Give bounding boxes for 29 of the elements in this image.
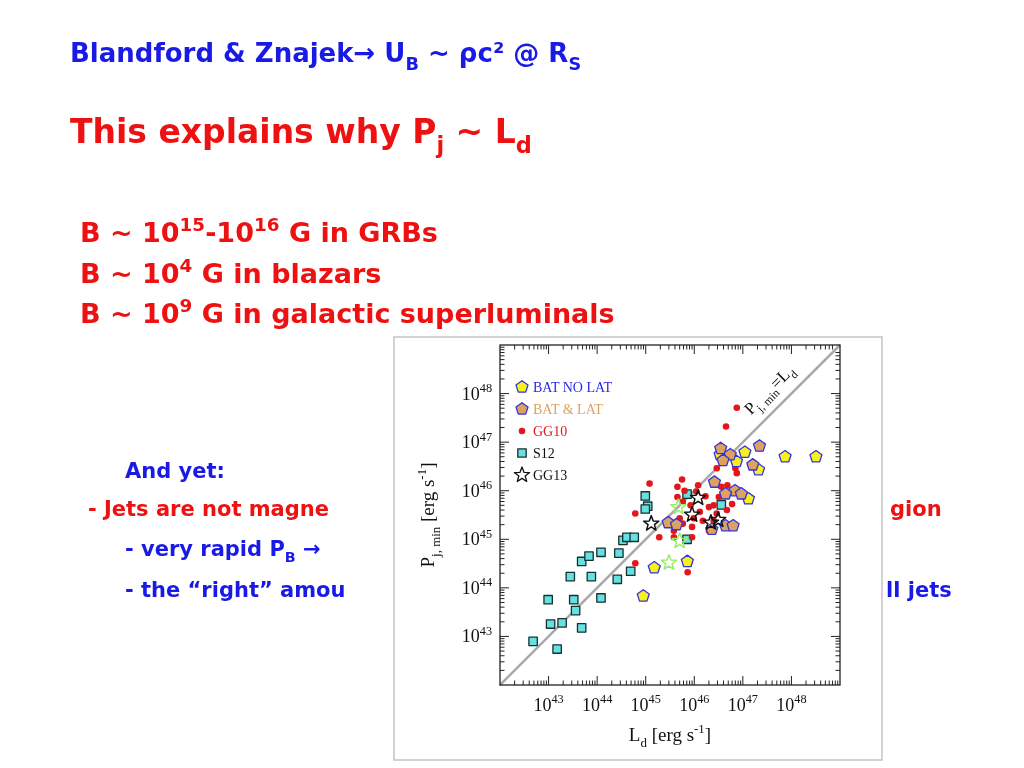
x-tick-label: 10$^{47}$	[727, 692, 758, 715]
legend-label: S12	[533, 446, 555, 461]
x-tick-label: 10$^{46}$	[679, 692, 710, 715]
y-tick-label: 10$^{43}$	[461, 623, 492, 647]
legend-label: GG10	[533, 424, 568, 439]
chart-subtitle: This explains why P$_{j}$ ~ L$_{d}$	[70, 112, 532, 158]
text: B ~ 10$^{15}$-10$^{16}$ G in GRBs	[80, 213, 438, 248]
x-tick-label: 10$^{44}$	[582, 692, 613, 715]
text: gion	[890, 497, 942, 521]
y-tick-label: 10$^{45}$	[461, 526, 492, 550]
y-tick-label: 10$^{48}$	[461, 381, 492, 404]
x-tick-label: 10$^{48}$	[776, 692, 807, 715]
x-tick-label: 10$^{43}$	[533, 692, 564, 715]
y-tick-label: 10$^{47}$	[461, 429, 492, 453]
text: ll jets	[886, 578, 952, 602]
legend-label: BAT & LAT	[533, 402, 604, 417]
legend-label: GG13	[533, 468, 568, 483]
text: - very rapid P$_{B}$ →	[125, 537, 321, 566]
x-tick-label: 10$^{45}$	[630, 692, 661, 715]
x-axis-title: L$_{d}$ [erg s$^{-1}$]	[628, 721, 712, 750]
text: B ~ 10$^{4}$ G in blazars	[80, 254, 382, 289]
y-tick-label: 10$^{44}$	[461, 575, 492, 598]
text: B ~ 10$^{9}$ G in galactic superluminals	[80, 294, 615, 329]
y-tick-label: 10$^{46}$	[461, 478, 492, 501]
text: - Jets are not magne	[88, 497, 330, 521]
legend-label: BAT NO LAT	[533, 380, 613, 395]
text: And yet:	[125, 459, 225, 483]
chart-title: Blandford & Znajek→ U$_{B}$ ~ ρc² @ R$_{S}$	[70, 38, 582, 74]
text: - the “right” amou	[125, 578, 346, 602]
